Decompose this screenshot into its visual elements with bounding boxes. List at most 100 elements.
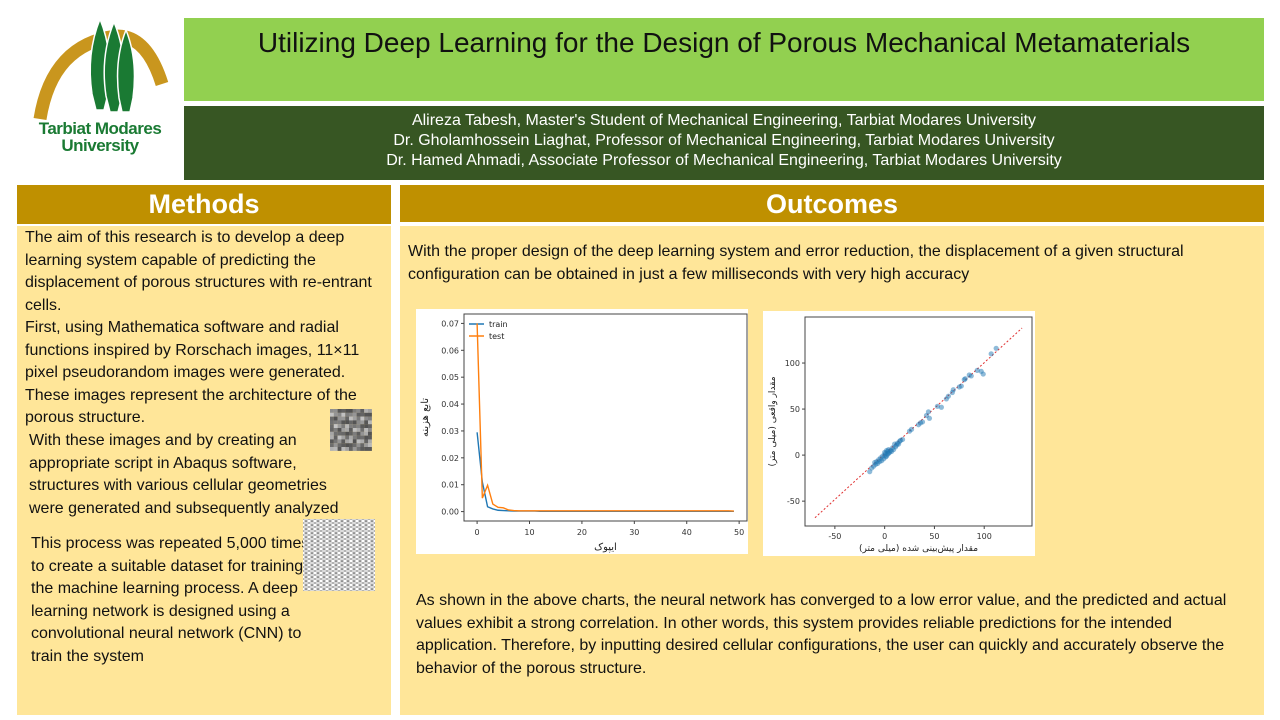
- pixel: [364, 412, 369, 417]
- scatter-point: [919, 419, 926, 425]
- pixel: [330, 420, 334, 425]
- methods-heading: Methods: [17, 185, 391, 224]
- pixel: [345, 431, 350, 436]
- x-tick-label: 100: [977, 532, 992, 541]
- scatter-point: [988, 351, 994, 357]
- pixel: [349, 428, 353, 432]
- pixel: [330, 428, 334, 432]
- pixel: [337, 439, 342, 444]
- plot-frame: [463, 313, 748, 522]
- pixel: [356, 420, 361, 425]
- pixel: [368, 435, 372, 440]
- scatter-point: [899, 436, 906, 443]
- methods-paragraph-abaqus: With these images and by creating an app…: [29, 432, 339, 517]
- pixel: [364, 409, 369, 413]
- pixel: [368, 409, 372, 413]
- university-logo: [22, 14, 178, 159]
- pixel: [337, 431, 342, 436]
- pixel: [349, 439, 353, 444]
- series-line-train: [476, 432, 734, 513]
- pixel: [330, 409, 334, 413]
- pixel: [345, 424, 350, 429]
- pixel: [337, 412, 342, 417]
- pixel: [356, 412, 361, 417]
- pixel: [337, 420, 342, 425]
- pixel: [341, 443, 346, 448]
- pixel: [341, 409, 346, 413]
- cypress-arch-emblem-icon: [33, 16, 169, 121]
- pixel: [330, 424, 334, 429]
- pixel: [368, 443, 372, 448]
- pixel: [352, 439, 357, 444]
- title-banner: Utilizing Deep Learning for the Design o…: [184, 18, 1264, 101]
- x-tick-label: 0: [882, 532, 887, 541]
- pixel: [333, 447, 338, 451]
- scatter-point: [925, 409, 932, 415]
- y-tick-label: 100: [785, 359, 800, 368]
- pixel: [356, 428, 361, 432]
- pixel: [345, 439, 350, 444]
- pixel: [360, 428, 365, 432]
- x-tick-label: 20: [577, 528, 587, 537]
- scatter-point: [950, 387, 956, 393]
- pixel: [352, 409, 357, 413]
- pixel: [341, 424, 346, 429]
- pixel: [360, 431, 365, 436]
- y-tick-label: 0.06: [441, 346, 459, 355]
- pixel: [349, 420, 353, 425]
- pixel: [352, 428, 357, 432]
- outcomes-paragraph-intro: With the proper design of the deep learn…: [408, 243, 1184, 283]
- pixel: [330, 439, 334, 444]
- pixel: [368, 431, 372, 436]
- pixel: [356, 431, 361, 436]
- scatter-point: [945, 393, 951, 399]
- pixel: [333, 409, 338, 413]
- pixel: [352, 435, 357, 440]
- pixel: [368, 420, 372, 425]
- pixel: [333, 431, 338, 436]
- pixel: [345, 435, 350, 440]
- pixel: [364, 447, 369, 451]
- pixel: [345, 420, 350, 425]
- x-tick-label: 30: [629, 528, 639, 537]
- authors-banner: Alireza Tabesh, Master's Student of Mech…: [184, 106, 1264, 180]
- pixel: [364, 424, 369, 429]
- scatter-point: [962, 376, 968, 382]
- x-axis-label: ایپوک: [594, 542, 617, 553]
- pixel: [333, 439, 338, 444]
- y-tick-label: 0.05: [441, 373, 459, 382]
- pixel: [349, 447, 353, 451]
- pixel: [337, 409, 342, 413]
- logo-text-line1: Tarbiat Modares: [38, 119, 162, 138]
- pixel: [337, 435, 342, 440]
- pixel: [345, 447, 350, 451]
- pixel: [352, 443, 357, 448]
- pixel: [368, 439, 372, 444]
- pixel: [356, 439, 361, 444]
- scatter-point: [908, 426, 915, 432]
- pixel: [368, 428, 372, 432]
- loss-chart: 0 10 20 30 40 50 0.00 0.01 0.02 0.03 0.04 0.05 0.06 0…: [416, 309, 748, 554]
- pixel: [345, 443, 350, 448]
- pixel: [349, 416, 353, 421]
- pixel: [360, 416, 365, 421]
- pixel: [360, 412, 365, 417]
- x-tick-label: -50: [828, 532, 841, 541]
- scatter-point: [974, 367, 980, 374]
- pixel: [368, 447, 372, 451]
- pixel: [349, 435, 353, 440]
- poster-title: Utilizing Deep Learning for the Design o…: [257, 27, 1191, 58]
- pixel: [333, 435, 338, 440]
- outcomes-panel: With the proper design of the deep learn…: [400, 226, 1264, 715]
- methods-paragraph-dataset: This process was repeated 5,000 times to…: [31, 535, 310, 665]
- pixel: [333, 443, 338, 448]
- methods-paragraph-images: First, using Mathematica software and ra…: [25, 319, 360, 426]
- x-tick-label: 50: [929, 532, 939, 541]
- pixel: [364, 443, 369, 448]
- pixel: [364, 416, 369, 421]
- pixel: [356, 416, 361, 421]
- pixel: [352, 412, 357, 417]
- pixel: [333, 424, 338, 429]
- y-tick-label: 50: [790, 405, 800, 414]
- pixel: [341, 439, 346, 444]
